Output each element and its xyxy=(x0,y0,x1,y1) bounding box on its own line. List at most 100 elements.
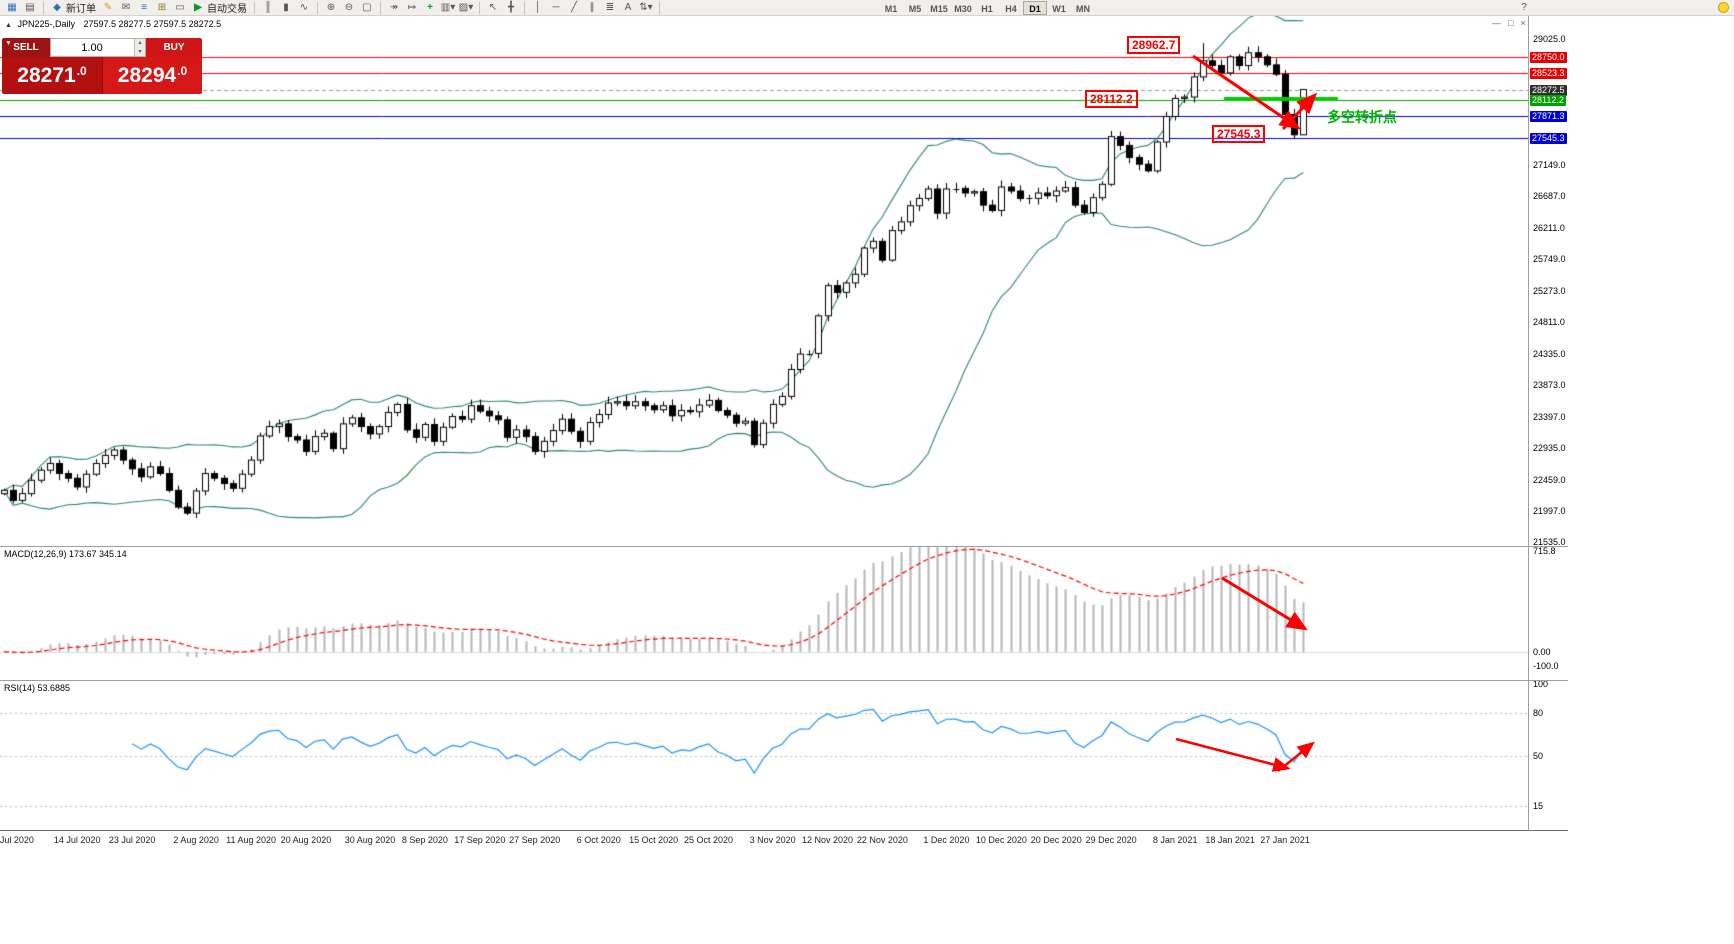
rsi-tick: 50 xyxy=(1533,751,1544,761)
timeframe-h4[interactable]: H4 xyxy=(1005,3,1017,14)
close-chart-icon[interactable]: × xyxy=(1520,18,1526,28)
date-label: 6 Oct 2020 xyxy=(576,835,621,845)
periods-icon[interactable]: ▥▾ xyxy=(440,2,456,13)
volume-stepper[interactable]: ▴ ▾ xyxy=(50,38,146,57)
timeframe-d1[interactable]: D1 xyxy=(1023,0,1047,15)
zoom-in-icon[interactable]: ⊕ xyxy=(326,2,336,13)
new-chart-icon[interactable]: ▦ xyxy=(7,2,17,13)
price-tick: 22935.0 xyxy=(1533,442,1566,453)
channel-icon[interactable]: ∥ xyxy=(589,2,595,13)
new-order-icon: ◆ xyxy=(53,2,61,13)
buy-button[interactable]: BUY xyxy=(146,38,202,57)
restore-chart-icon[interactable]: □ xyxy=(1508,18,1514,28)
price-tick: 22459.0 xyxy=(1533,474,1566,485)
volume-input[interactable] xyxy=(51,39,145,56)
arrows-tool-icon[interactable]: ⇅▾ xyxy=(639,2,653,13)
price-tick: 26687.0 xyxy=(1533,190,1566,201)
price-tick: 25749.0 xyxy=(1533,253,1566,264)
volume-up-icon[interactable]: ▴ xyxy=(135,39,145,48)
text-tool-icon[interactable]: A xyxy=(624,2,632,13)
new-order-button[interactable]: ◆ 新订单 xyxy=(48,0,99,15)
community-icon[interactable] xyxy=(1718,2,1729,13)
mail-icon[interactable]: ✉ xyxy=(121,2,131,13)
one-click-trading-panel: ▼ SELL ▴ ▾ BUY 28271.0 28294.0 xyxy=(2,38,202,94)
minimize-chart-icon[interactable]: — xyxy=(1492,18,1501,28)
navigator-icon[interactable]: ⊞ xyxy=(157,2,167,13)
rsi-tick: 15 xyxy=(1533,801,1544,812)
vertical-line-icon[interactable]: │ xyxy=(534,2,542,13)
date-label: 1 Dec 2020 xyxy=(923,835,970,845)
candlestick-chart-icon[interactable]: ▮ xyxy=(283,2,289,13)
timeframe-m15[interactable]: M15 xyxy=(930,3,948,14)
line-chart-icon[interactable]: ∿ xyxy=(299,2,309,13)
price-tick: 23873.0 xyxy=(1533,379,1566,390)
price-level-badge: 28112.2 xyxy=(1530,95,1566,107)
buy-price-panel[interactable]: 28294.0 xyxy=(102,57,202,94)
auto-scroll-icon[interactable]: ↠ xyxy=(389,2,399,13)
time-axis[interactable]: 1 Jul 2020 14 Jul 2020 23 Jul 2020 2 Aug 20… xyxy=(0,831,1734,849)
date-label: 2 Aug 2020 xyxy=(173,835,219,845)
help-icon[interactable]: ? xyxy=(1521,2,1527,13)
date-label: 15 Oct 2020 xyxy=(629,835,679,845)
horizontal-line-icon[interactable]: ─ xyxy=(552,2,560,13)
chart-window-controls: — □ × xyxy=(1492,19,1526,28)
rsi-label: RSI(14) 53.6885 xyxy=(4,683,71,693)
sell-price-panel[interactable]: 28271.0 xyxy=(2,57,102,94)
chart-expand-icon[interactable]: ▲ xyxy=(5,22,12,29)
price-annotation-box: 27545.3 xyxy=(1212,125,1266,143)
price-annotation-box: 28112.2 xyxy=(1085,90,1138,108)
timeframe-w1[interactable]: W1 xyxy=(1052,3,1066,14)
macd-splitter[interactable] xyxy=(0,546,1568,547)
indicators-icon[interactable]: + xyxy=(427,2,433,13)
toolbar-separator xyxy=(254,1,255,14)
autotrade-label: 自动交易 xyxy=(207,4,247,15)
sell-button[interactable]: SELL xyxy=(2,38,50,57)
price-level-badge: 28523.3 xyxy=(1530,67,1567,79)
cursor-icon[interactable]: ↖ xyxy=(488,2,498,13)
date-label: 25 Oct 2020 xyxy=(684,835,734,845)
sell-price: 28271 xyxy=(17,63,76,87)
date-label: 8 Jan 2021 xyxy=(1152,835,1198,845)
date-label: 30 Aug 2020 xyxy=(344,835,396,845)
fibonacci-icon[interactable]: ≣ xyxy=(605,2,615,13)
date-label: 27 Sep 2020 xyxy=(509,835,561,845)
market-watch-icon[interactable]: ≡ xyxy=(141,2,147,13)
one-click-collapse-icon[interactable]: ▼ xyxy=(5,40,12,47)
rsi-splitter[interactable] xyxy=(0,680,1568,681)
ohlc-values: 27597.5 28277.5 27597.5 28272.5 xyxy=(83,19,222,29)
date-label: 1 Jul 2020 xyxy=(0,835,34,845)
rsi-indicator-canvas[interactable] xyxy=(0,680,1530,830)
timeframe-m1[interactable]: M1 xyxy=(884,3,898,14)
volume-down-icon[interactable]: ▾ xyxy=(135,47,145,56)
chart-profiles-icon[interactable]: ▤ xyxy=(25,2,35,13)
main-chart-canvas[interactable] xyxy=(0,16,1530,546)
crosshair-icon[interactable]: ╋ xyxy=(507,2,515,13)
timeframe-group: M1 M5 M15 M30 H1 H4 D1 W1 MN xyxy=(879,0,1095,15)
trendline-icon[interactable]: ╱ xyxy=(570,2,578,13)
date-label: 27 Jan 2021 xyxy=(1260,835,1310,845)
timeframe-m5[interactable]: M5 xyxy=(908,3,922,14)
macd-indicator-canvas[interactable] xyxy=(0,546,1530,680)
price-axis[interactable]: 29025.0 27149.0 26687.0 26211.0 25749.0 25273… xyxy=(1529,16,1734,831)
date-label: 8 Sep 2020 xyxy=(401,835,448,845)
date-label: 29 Dec 2020 xyxy=(1085,835,1137,845)
metaeditor-icon[interactable]: ✎ xyxy=(103,2,113,13)
sell-price-decimal: .0 xyxy=(76,63,87,78)
terminal-icon[interactable]: ▭ xyxy=(175,2,185,13)
new-order-label: 新订单 xyxy=(66,4,96,15)
timeframe-h1[interactable]: H1 xyxy=(981,3,993,14)
bar-chart-icon[interactable]: ║ xyxy=(264,2,272,13)
symbol-period-label: JPN225-,Daily xyxy=(17,19,75,29)
autotrade-button[interactable]: ▶ 自动交易 xyxy=(189,0,250,15)
price-level-badge: 27871.3 xyxy=(1530,111,1567,123)
chart-shift-icon[interactable]: ↦ xyxy=(407,2,417,13)
toolbar-separator xyxy=(380,1,381,14)
templates-icon[interactable]: ▨▾ xyxy=(458,2,474,13)
zoom-out-icon[interactable]: ⊖ xyxy=(344,2,354,13)
rsi-tick: 100 xyxy=(1533,679,1549,689)
tile-windows-icon[interactable]: ▢ xyxy=(362,2,372,13)
chart-title: ▲ JPN225-,Daily 27597.5 28277.5 27597.5 … xyxy=(5,19,221,29)
timeframe-mn[interactable]: MN xyxy=(1076,3,1090,14)
date-label: 20 Dec 2020 xyxy=(1030,835,1082,845)
timeframe-m30[interactable]: M30 xyxy=(954,3,972,14)
